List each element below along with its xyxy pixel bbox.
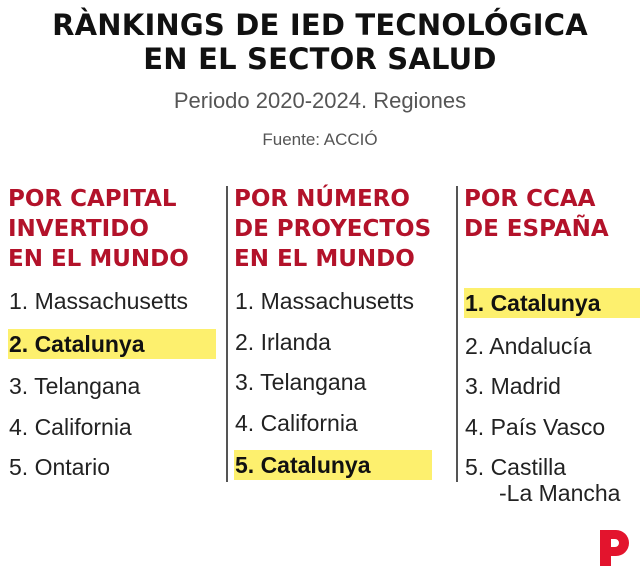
ranking-item-continuation: -La Mancha <box>499 480 621 506</box>
ranking-item: 1. Massachusetts <box>9 288 188 314</box>
ranking-item: 4. California <box>235 409 358 436</box>
ranking-list: 1. Catalunya 2. Andalucía 3. Madrid 4. P… <box>464 288 640 506</box>
ranking-item: 4. País Vasco <box>465 413 606 440</box>
ranking-list: 1. Massachusetts 2. Irlanda 3. Telangana… <box>234 288 448 480</box>
ranking-item: 3. Telangana <box>235 369 367 395</box>
ranking-item: 1. Massachusetts <box>235 288 414 314</box>
title-line-2: EN EL SECTOR SALUD <box>143 42 497 76</box>
ranking-column-capital: POR CAPITAL INVERTIDO EN EL MUNDO 1. Mas… <box>8 184 222 495</box>
brand-p-logo-icon <box>600 530 629 566</box>
ranking-item: 2. Irlanda <box>235 328 331 355</box>
column-heading: POR NÚMERO DE PROYECTOS EN EL MUNDO <box>234 186 432 272</box>
column-divider <box>456 186 458 482</box>
ranking-item-highlighted: 2. Catalunya <box>8 328 216 359</box>
ranking-list: 1. Massachusetts 2. Catalunya 3. Telanga… <box>8 288 222 480</box>
ranking-item-line: 5. Castilla <box>465 454 566 480</box>
column-divider <box>226 186 228 482</box>
source-note: Fuente: ACCIÓ <box>262 130 378 149</box>
page-title: RÀNKINGS DE IED TECNOLÓGICA EN EL SECTOR… <box>0 8 640 76</box>
column-heading: POR CCAA DE ESPAÑA <box>464 186 609 242</box>
ranking-item-highlighted: 1. Catalunya <box>464 288 640 318</box>
subtitle: Periodo 2020-2024. Regiones <box>173 88 467 113</box>
ranking-column-ccaa: POR CCAA DE ESPAÑA 1. Catalunya 2. Andal… <box>464 184 640 521</box>
ranking-item-highlighted: 5. Catalunya <box>234 450 432 480</box>
ranking-item: 2. Andalucía <box>465 332 592 359</box>
title-line-1: RÀNKINGS DE IED TECNOLÓGICA <box>52 8 588 42</box>
ranking-item: 4. California <box>9 413 132 440</box>
ranking-item: 3. Telangana <box>9 373 141 399</box>
ranking-column-projects: POR NÚMERO DE PROYECTOS EN EL MUNDO 1. M… <box>234 184 448 495</box>
ranking-item: 5. Ontario <box>9 454 110 480</box>
ranking-item: 5. Castilla -La Mancha <box>464 454 640 506</box>
ranking-item: 3. Madrid <box>465 373 561 399</box>
column-heading: POR CAPITAL INVERTIDO EN EL MUNDO <box>8 186 189 272</box>
